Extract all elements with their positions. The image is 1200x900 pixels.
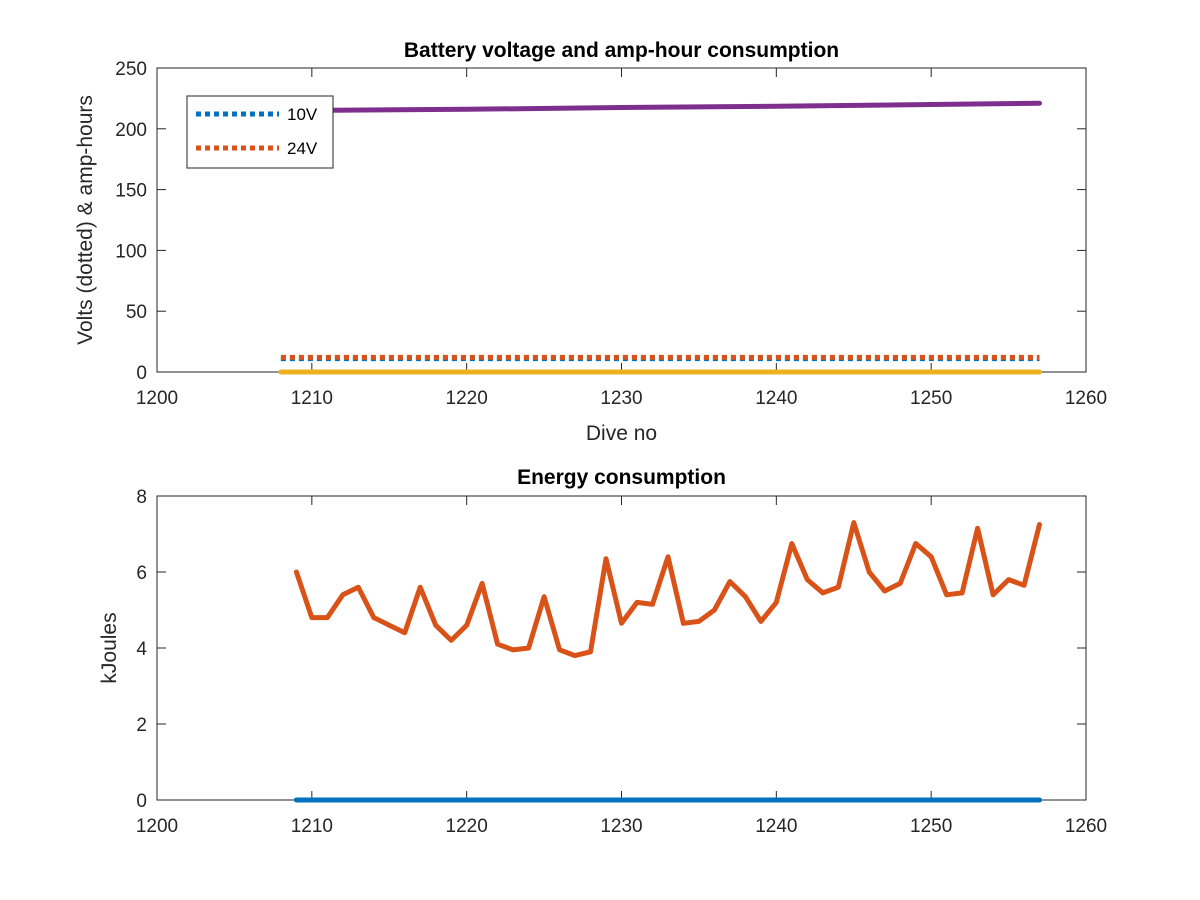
x-tick-label: 1220	[446, 816, 488, 837]
y-axis-label: Volts (dotted) & amp-hours	[74, 95, 97, 345]
subplot-1: 1200 1210 1220 1230 1240 1250 1260 0 50 100 150 200…	[74, 39, 1107, 445]
x-axis-label: Dive no	[586, 422, 657, 445]
x-tick-label: 1260	[1065, 388, 1107, 409]
legend-entry: 24V	[287, 139, 318, 158]
y-tick-label: 8	[136, 487, 147, 508]
x-tick-label: 1240	[755, 388, 797, 409]
plot-area	[156, 495, 1087, 801]
y-tick-label: 0	[136, 363, 147, 384]
legend-entry: 10V	[287, 105, 318, 124]
legend-box	[186, 95, 334, 169]
y-tick-label: 4	[136, 639, 147, 660]
y-tick-label: 50	[126, 302, 147, 323]
y-axis-label: kJoules	[98, 612, 121, 683]
chart-title: Energy consumption	[517, 466, 726, 489]
y-tick-label: 150	[115, 181, 147, 202]
y-tick-label: 2	[136, 715, 147, 736]
y-tick-label: 100	[115, 241, 147, 262]
x-tick-label: 1240	[755, 816, 797, 837]
x-tick-label: 1200	[136, 388, 178, 409]
series-line-1	[293, 520, 1042, 659]
x-tick-label: 1250	[910, 388, 952, 409]
x-tick-label: 1220	[446, 388, 488, 409]
x-tick-label: 1230	[600, 816, 642, 837]
y-tick-label: 0	[136, 791, 147, 812]
x-tick-label: 1210	[291, 816, 333, 837]
chart-title: Battery voltage and amp-hour consumption	[404, 39, 839, 62]
y-tick-label: 200	[115, 120, 147, 141]
x-tick-label: 1260	[1065, 816, 1107, 837]
subplot-2: 1200 1210 1220 1230 1240 1250 1260 0 2 4 6 8 Energy …	[98, 466, 1107, 837]
x-tick-label: 1230	[600, 388, 642, 409]
legend: 10V 24V	[186, 95, 334, 169]
x-tick-label: 1210	[291, 388, 333, 409]
x-tick-label: 1200	[136, 816, 178, 837]
y-tick-label: 6	[136, 563, 147, 584]
x-tick-label: 1250	[910, 816, 952, 837]
y-tick-label: 250	[115, 59, 147, 80]
series-line-4	[278, 100, 1042, 114]
